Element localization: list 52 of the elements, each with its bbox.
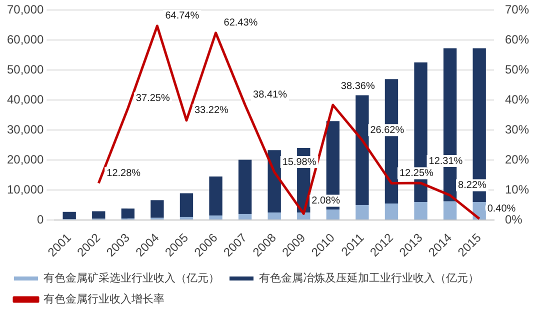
y2-tick-label: 10% bbox=[504, 182, 530, 196]
bar bbox=[268, 212, 281, 220]
data-label: 64.74% bbox=[165, 10, 200, 22]
y-tick-label: 0 bbox=[37, 212, 44, 226]
data-label: 12.25% bbox=[399, 168, 434, 179]
data-label: 12.31% bbox=[428, 156, 463, 167]
bar bbox=[356, 204, 369, 220]
bar bbox=[238, 160, 252, 214]
bar bbox=[238, 214, 252, 220]
y-tick-label: 70,000 bbox=[7, 2, 44, 17]
data-label: 8.22% bbox=[458, 180, 487, 192]
data-label: 38.41% bbox=[253, 90, 288, 101]
bar bbox=[209, 215, 222, 220]
data-label: 0.40% bbox=[487, 203, 516, 214]
legend-label: 有色金属行业收入增长率 bbox=[44, 292, 164, 306]
y-tick-label: 60,000 bbox=[7, 32, 44, 46]
bar bbox=[62, 212, 76, 220]
bar bbox=[180, 216, 194, 220]
bar bbox=[297, 212, 310, 220]
bar bbox=[92, 211, 106, 219]
bar bbox=[150, 200, 164, 218]
bar bbox=[356, 95, 369, 205]
bar bbox=[384, 203, 398, 220]
bar bbox=[180, 193, 194, 217]
data-label: 38.36% bbox=[340, 80, 375, 92]
legend-label: 有色金属矿采选业行业收入（亿元） bbox=[44, 272, 220, 285]
bar bbox=[443, 201, 457, 220]
y2-tick-label: 40% bbox=[504, 92, 530, 106]
data-label: 37.25% bbox=[136, 93, 170, 104]
y2-tick-label: 20% bbox=[504, 152, 530, 166]
y2-tick-label: 30% bbox=[504, 122, 530, 136]
data-label: 62.43% bbox=[224, 18, 258, 29]
y2-tick-label: 70% bbox=[504, 2, 530, 17]
data-label: 12.28% bbox=[106, 168, 141, 179]
y2-tick-label: 0% bbox=[504, 212, 523, 226]
bar bbox=[414, 202, 428, 220]
legend-label: 有色金属冶炼及压延加工业行业收入（亿元） bbox=[259, 272, 479, 285]
bar bbox=[268, 150, 281, 212]
y2-tick-label: 50% bbox=[504, 62, 530, 76]
bar bbox=[326, 209, 340, 220]
y-tick-label: 50,000 bbox=[7, 62, 44, 76]
y-tick-label: 40,000 bbox=[7, 92, 44, 106]
data-label: 33.22% bbox=[194, 105, 229, 116]
bar bbox=[209, 176, 222, 216]
y2-tick-label: 60% bbox=[504, 32, 530, 46]
data-label: 2.08% bbox=[312, 195, 340, 206]
data-label: 15.98% bbox=[282, 156, 316, 168]
y-tick-label: 20,000 bbox=[7, 152, 44, 166]
y-tick-label: 30,000 bbox=[7, 122, 44, 136]
data-label: 26.62% bbox=[370, 124, 404, 136]
bar bbox=[121, 208, 135, 218]
y-tick-label: 10,000 bbox=[7, 182, 44, 196]
